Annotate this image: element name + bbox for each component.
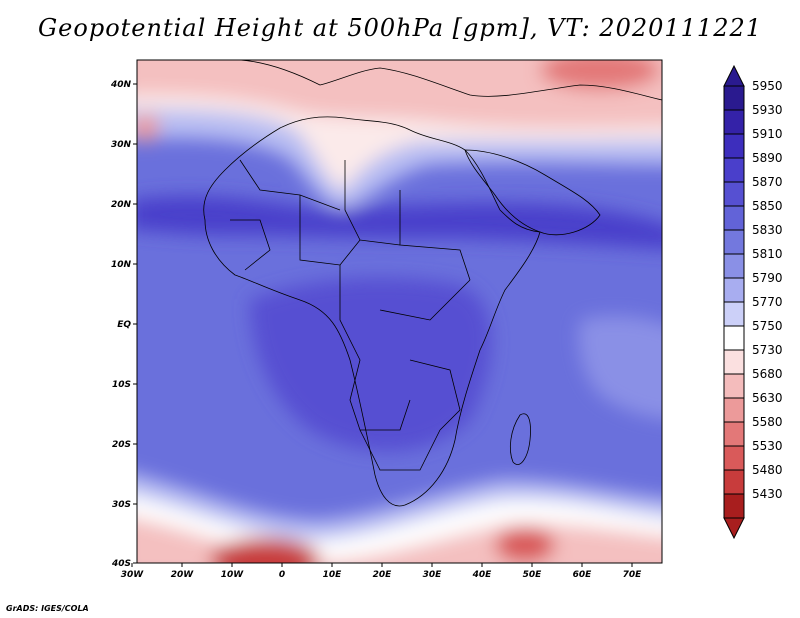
colorbar: 5950 5930 5910 5890 5870 5850 5830 5810 5790 5770… (723, 64, 783, 540)
colorbar-label: 5850 (752, 199, 783, 213)
colorbar-label: 5790 (752, 271, 783, 285)
colorbar-swatch (723, 109, 745, 135)
colorbar-swatch (723, 85, 745, 111)
x-tick-label: 10W (221, 570, 245, 580)
colorbar-label: 5630 (752, 391, 783, 405)
colorbar-label: 5950 (752, 79, 783, 93)
colorbar-label: 5480 (752, 463, 783, 477)
y-tick-label: 20S (112, 440, 131, 450)
colorbar-swatch (723, 469, 745, 495)
colorbar-swatch (723, 421, 745, 447)
y-tick-label: EQ (117, 320, 131, 330)
colorbar-label: 5430 (752, 487, 783, 501)
colorbar-swatch (723, 301, 745, 327)
colorbar-swatch (723, 397, 745, 423)
colorbar-label: 5730 (752, 343, 783, 357)
map-title: Geopotential Height at 500hPa [gpm], VT:… (38, 14, 762, 42)
y-tick-label: 40S (111, 559, 131, 569)
x-axis-ticks: 30W 20W 10W 0 10E 20E 30E 40E 50E 60E 70E (121, 563, 642, 580)
y-tick-label: 30N (111, 140, 132, 150)
colorbar-swatch (723, 157, 745, 183)
y-axis-ticks: 40N 30N 20N 10N EQ 10S 20S 30S 40S (110, 80, 137, 569)
y-tick-label: 20N (111, 200, 132, 210)
colorbar-swatch (723, 445, 745, 471)
x-tick-label: 50E (523, 570, 543, 580)
colorbar-max-arrow (723, 64, 745, 87)
credit-label: GrADS: IGES/COLA (6, 604, 89, 613)
y-tick-label: 40N (110, 80, 132, 90)
colorbar-label: 5870 (752, 175, 783, 189)
colorbar-swatch (723, 229, 745, 255)
colorbar-swatch (723, 349, 745, 375)
x-tick-label: 20E (373, 570, 393, 580)
x-tick-label: 70E (623, 570, 643, 580)
colorbar-swatch (723, 253, 745, 279)
colorbar-label: 5830 (752, 223, 783, 237)
colorbar-swatch (723, 277, 745, 303)
y-tick-label: 10S (112, 380, 131, 390)
y-tick-label: 10N (111, 260, 132, 270)
y-tick-label: 30S (112, 500, 131, 510)
colorbar-label: 5750 (752, 319, 783, 333)
colorbar-swatch (723, 325, 745, 351)
colorbar-label: 5930 (752, 103, 783, 117)
plot-frame (136, 59, 663, 564)
colorbar-label: 5910 (752, 127, 783, 141)
country-borders (203, 60, 662, 507)
x-tick-label: 30W (121, 570, 145, 580)
x-tick-label: 0 (279, 570, 285, 580)
colorbar-label: 5890 (752, 151, 783, 165)
colorbar-swatch (723, 133, 745, 159)
height-field (137, 60, 662, 563)
colorbar-swatch (723, 373, 745, 399)
colorbar-label: 5770 (752, 295, 783, 309)
colorbar-label: 5810 (752, 247, 783, 261)
colorbar-label: 5680 (752, 367, 783, 381)
colorbar-swatch (723, 205, 745, 231)
x-tick-label: 20W (171, 570, 195, 580)
colorbar-swatch (723, 493, 745, 519)
colorbar-swatch (723, 181, 745, 207)
x-tick-label: 30E (423, 570, 443, 580)
x-tick-label: 40E (472, 570, 493, 580)
x-tick-label: 10E (323, 570, 343, 580)
x-tick-label: 60E (573, 570, 593, 580)
colorbar-min-arrow (723, 517, 745, 540)
colorbar-label: 5580 (752, 415, 783, 429)
colorbar-label: 5530 (752, 439, 783, 453)
